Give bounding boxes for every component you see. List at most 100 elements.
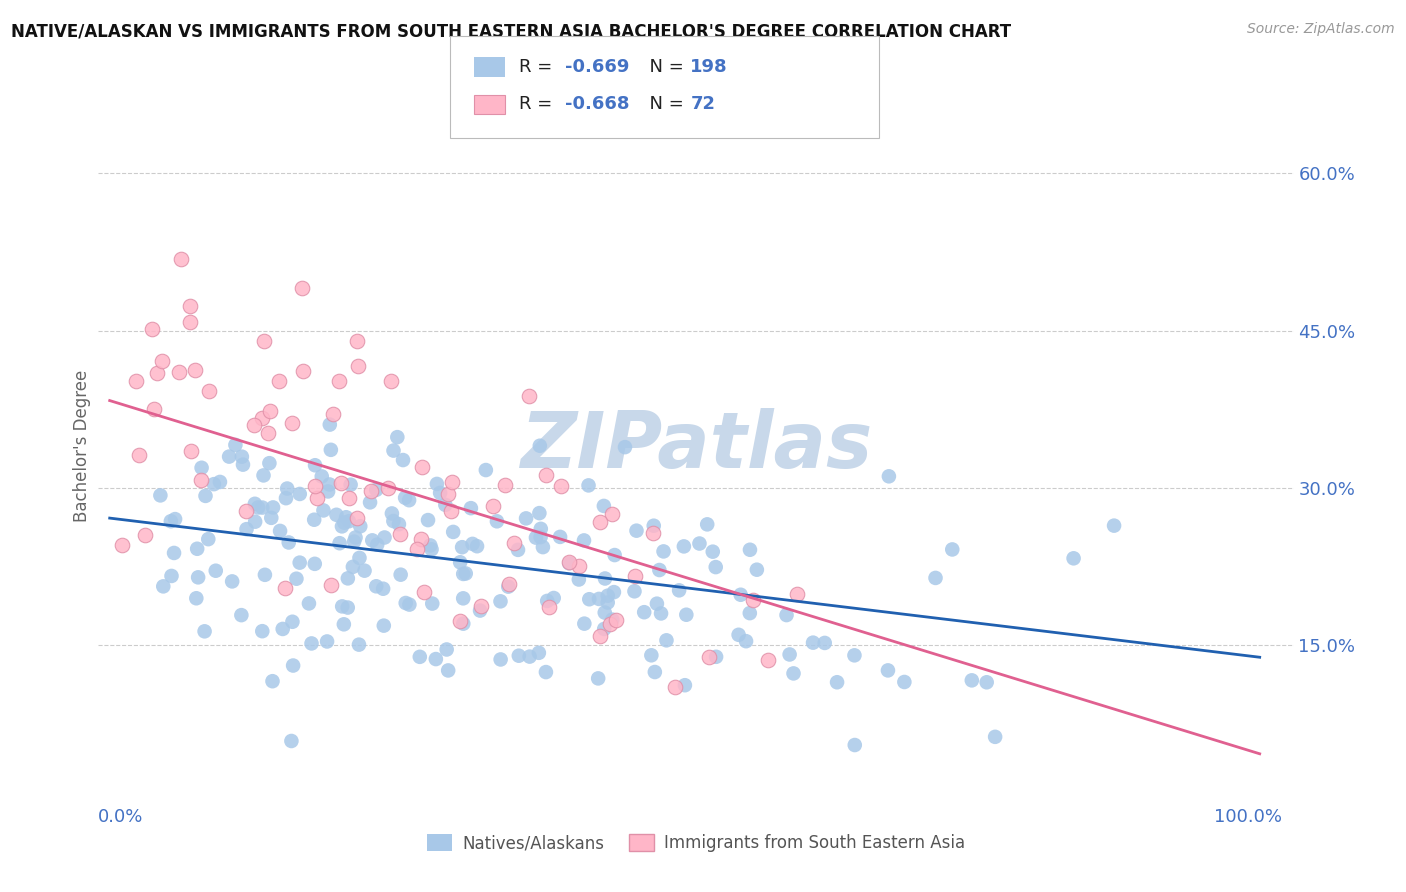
Point [125,374,148,388]
Point [697,649,720,664]
Point [262,500,284,515]
Point [259,456,281,470]
Point [704,560,727,574]
Point [142,402,165,417]
Point [572,533,595,548]
Point [409,532,432,546]
Point [388,527,411,541]
Point [337,514,360,528]
Point [515,511,537,525]
Point [877,469,900,483]
Point [465,539,488,553]
Point [558,557,581,571]
Point [498,577,520,591]
Point [325,508,347,522]
Point [187,570,209,584]
Point [204,564,226,578]
Point [359,495,381,509]
Point [339,477,361,491]
Point [281,615,304,629]
Point [152,579,174,593]
Point [373,531,395,545]
Point [735,634,758,648]
Point [197,532,219,546]
Point [413,585,436,599]
Point [349,550,371,565]
Point [530,522,553,536]
Point [346,334,368,348]
Point [111,538,134,552]
Point [361,533,384,548]
Point [960,673,983,688]
Text: Source: ZipAtlas.com: Source: ZipAtlas.com [1247,22,1395,37]
Point [342,559,364,574]
Point [633,605,655,619]
Point [304,458,326,473]
Point [453,616,475,631]
Point [163,546,186,560]
Point [145,366,167,380]
Point [277,535,299,549]
Point [775,608,797,623]
Point [645,597,668,611]
Point [416,513,439,527]
Point [641,525,664,540]
Point [343,534,366,549]
Point [640,648,662,663]
Point [623,584,645,599]
Point [655,633,678,648]
Point [252,624,274,639]
Point [242,418,264,433]
Point [825,675,848,690]
Point [568,573,591,587]
Point [623,568,645,582]
Point [316,634,339,648]
Point [529,439,551,453]
Point [984,730,1007,744]
Point [578,592,600,607]
Point [179,316,201,330]
Point [600,507,623,521]
Point [529,506,551,520]
Point [347,638,370,652]
Point [380,374,402,388]
Point [648,563,671,577]
Point [536,594,558,608]
Point [304,557,326,571]
Point [269,524,291,538]
Point [330,599,353,614]
Point [304,479,326,493]
Point [336,600,359,615]
Point [481,500,503,514]
Point [675,607,697,622]
Point [167,365,190,379]
Point [537,599,560,614]
Legend: Natives/Alaskans, Immigrants from South Eastern Asia: Natives/Alaskans, Immigrants from South … [420,827,972,859]
Point [475,463,498,477]
Point [745,563,768,577]
Point [262,674,284,689]
Point [377,482,399,496]
Point [468,603,491,617]
Point [280,734,302,748]
Point [589,515,612,529]
Point [600,613,623,627]
Point [186,541,208,556]
Point [527,646,550,660]
Point [281,416,304,430]
Point [406,541,429,556]
Point [738,542,761,557]
Point [588,591,610,606]
Point [756,653,779,667]
Point [335,510,357,524]
Point [877,664,900,678]
Point [285,572,308,586]
Point [593,606,616,620]
Point [454,566,477,581]
Y-axis label: Bachelor's Degree: Bachelor's Degree [73,370,91,522]
Point [353,564,375,578]
Point [976,675,998,690]
Point [893,675,915,690]
Point [593,572,616,586]
Point [333,617,356,632]
